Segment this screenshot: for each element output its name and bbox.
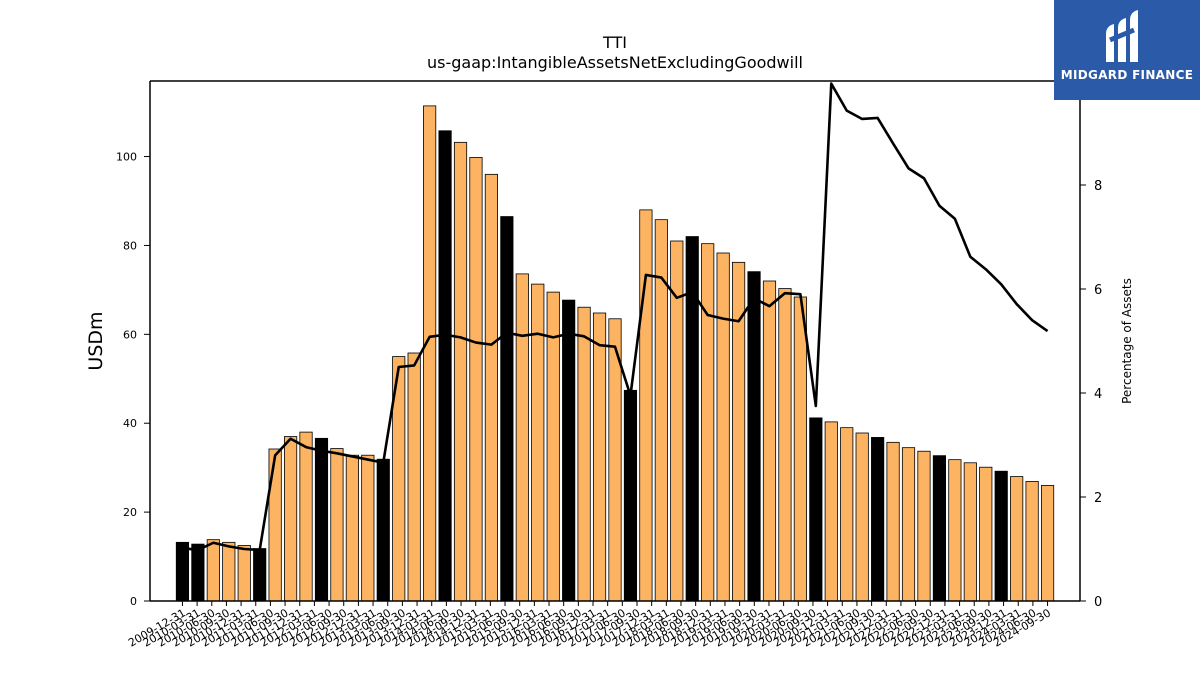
- bar: [932, 455, 946, 602]
- y2-tick-label: 8: [1094, 179, 1102, 194]
- bar: [793, 296, 807, 602]
- bar: [268, 448, 282, 602]
- y2-tick-label: 6: [1094, 283, 1102, 298]
- y2-axis-label: Percentage of Assets: [1120, 278, 1134, 404]
- y2-tick-label: 4: [1094, 387, 1102, 402]
- logo-mark-icon: [1106, 10, 1138, 62]
- bar: [206, 539, 220, 602]
- bar: [701, 243, 715, 602]
- bar: [191, 543, 205, 602]
- bar: [500, 216, 514, 602]
- bar: [948, 459, 962, 602]
- bar: [917, 450, 931, 602]
- bar: [222, 541, 236, 602]
- y-tick-label: 80: [123, 239, 137, 252]
- y-tick-label: 100: [116, 151, 137, 164]
- bar: [778, 288, 792, 602]
- y2-tick-label: 2: [1094, 491, 1102, 506]
- bar: [994, 470, 1008, 602]
- series-line-pct-of-assets: [182, 82, 1049, 552]
- bar: [592, 312, 607, 602]
- bar: [253, 548, 267, 602]
- bar: [515, 273, 529, 602]
- bar: [376, 458, 390, 602]
- bar: [840, 427, 854, 602]
- bar: [809, 417, 823, 602]
- bar: [1040, 485, 1055, 602]
- bar: [330, 448, 344, 602]
- brand-logo: MIDGARD FINANCE: [1054, 0, 1200, 100]
- y-tick-label: 20: [123, 506, 137, 519]
- bar: [562, 299, 576, 602]
- bar: [855, 432, 869, 602]
- y-tick-label: 60: [123, 328, 137, 341]
- y-tick-label: 40: [123, 417, 137, 430]
- logo-text: MIDGARD FINANCE: [1060, 68, 1194, 82]
- bar: [469, 157, 483, 602]
- bar: [531, 283, 545, 602]
- bar: [824, 421, 838, 602]
- bar: [423, 105, 437, 602]
- bar: [623, 389, 638, 602]
- bar: [407, 352, 421, 602]
- bar: [361, 454, 375, 602]
- bar: [886, 441, 900, 602]
- bar: [979, 466, 993, 602]
- bar: [1010, 476, 1024, 602]
- bar: [963, 462, 977, 602]
- bar: [453, 141, 468, 602]
- chart-subtitle: us-gaap:IntangibleAssetsNetExcludingGood…: [427, 53, 803, 72]
- bar: [438, 130, 452, 602]
- bar: [762, 280, 777, 602]
- bar: [639, 209, 653, 602]
- bar: [716, 252, 730, 602]
- bar: [345, 454, 359, 602]
- chart-title: TTI: [602, 33, 627, 52]
- y-axis-label: USDm: [85, 311, 107, 370]
- bar: [314, 437, 329, 602]
- y-tick-label: 0: [130, 595, 137, 608]
- bar: [299, 431, 313, 602]
- bar: [175, 541, 190, 602]
- bar: [901, 447, 916, 602]
- bar: [1025, 481, 1039, 602]
- bar: [484, 173, 498, 602]
- bar: [871, 437, 885, 602]
- y2-tick-label: 0: [1094, 595, 1102, 610]
- bar: [237, 545, 251, 602]
- bar: [577, 306, 591, 602]
- bar: [747, 271, 761, 602]
- bar: [283, 436, 298, 602]
